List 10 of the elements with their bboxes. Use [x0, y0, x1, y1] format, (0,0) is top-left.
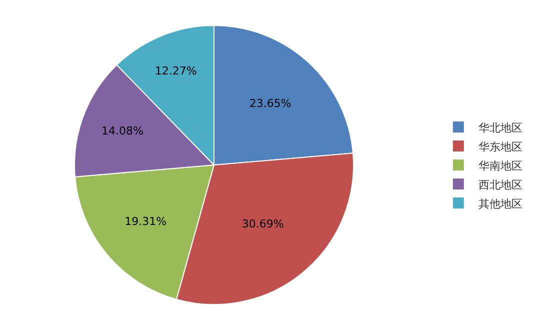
legend-label: 西北地区: [478, 178, 522, 192]
data-label: 30.69%: [242, 217, 284, 230]
legend-label: 华南地区: [478, 159, 522, 172]
data-label: 12.27%: [154, 64, 197, 78]
data-label: 14.08%: [102, 124, 144, 138]
legend-label: 其他地区: [478, 197, 522, 210]
data-label: 19.31%: [124, 215, 167, 228]
legend-label: 华北地区: [478, 121, 522, 134]
legend-label: 华东地区: [478, 140, 522, 154]
data-label: 23.65%: [249, 97, 292, 110]
